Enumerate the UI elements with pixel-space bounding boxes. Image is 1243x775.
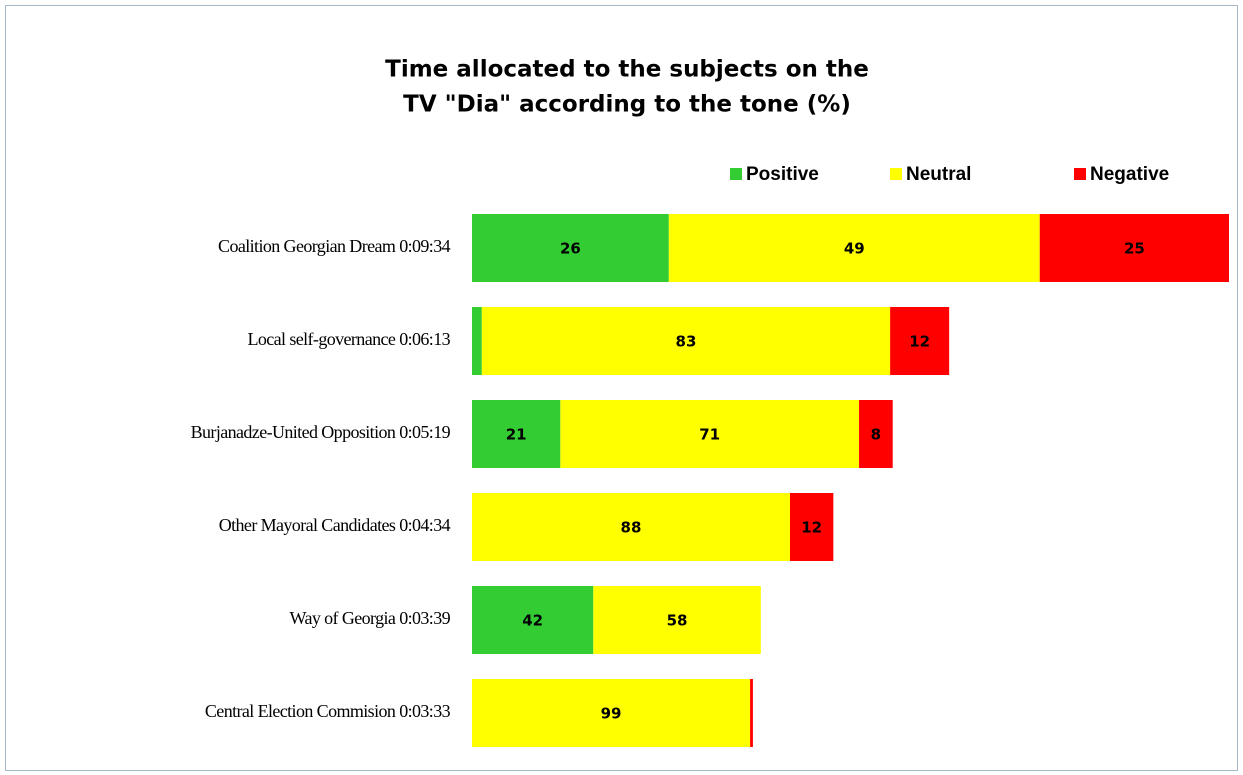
data-label: 71 [699, 426, 720, 444]
category-duration: 0:05:19 [399, 422, 450, 442]
bar-segment [668, 214, 1040, 282]
category-label: Way of Georgia 0:03:39 [290, 608, 451, 628]
legend-swatch [890, 168, 902, 180]
category-duration: 0:06:13 [399, 329, 450, 349]
category-label: Coalition Georgian Dream 0:09:34 [218, 236, 451, 256]
data-label: 49 [844, 240, 865, 258]
bar-segment [472, 679, 751, 747]
chart-title: Time allocated to the subjects on the [385, 57, 869, 83]
category-label: Burjanadze-United Opposition 0:05:19 [191, 422, 451, 442]
category-name: Burjanadze-United Opposition [191, 422, 396, 442]
data-label: 83 [676, 333, 697, 351]
category-name: Other Mayoral Candidates [219, 515, 396, 535]
legend-label: Positive [746, 164, 819, 185]
bar-segment [481, 307, 891, 375]
data-label: 26 [560, 240, 581, 258]
bar-segment [890, 307, 950, 375]
category-label: Central Election Commision 0:03:33 [205, 701, 451, 721]
legend-swatch [730, 168, 742, 180]
data-label: 8 [871, 426, 881, 444]
category-name: Local self-governance [247, 329, 395, 349]
bar-segment [859, 400, 893, 468]
data-label: 88 [621, 519, 642, 537]
bar-segment [750, 679, 753, 747]
bar-segment [472, 214, 669, 282]
category-label: Other Mayoral Candidates 0:04:34 [219, 515, 451, 535]
data-label: 21 [506, 426, 527, 444]
bar-segment [472, 493, 790, 561]
chart-border [5, 5, 1238, 771]
data-label: 99 [601, 705, 622, 723]
data-label: 12 [801, 519, 822, 537]
legend-label: Neutral [906, 164, 971, 185]
data-label: 42 [522, 612, 543, 630]
category-name: Way of Georgia [290, 608, 396, 628]
category-duration: 0:04:34 [399, 515, 450, 535]
category-name: Coalition Georgian Dream [218, 236, 396, 256]
bar-segment [1039, 214, 1229, 282]
bar-segment [560, 400, 860, 468]
chart-title: TV "Dia" according to the tone (%) [403, 92, 851, 118]
legend-swatch [1074, 168, 1086, 180]
category-name: Central Election Commision [205, 701, 396, 721]
bar-segment [593, 586, 761, 654]
bar-segment [472, 307, 482, 375]
bar-segment [472, 586, 594, 654]
data-label: 25 [1124, 240, 1145, 258]
category-duration: 0:09:34 [399, 236, 450, 256]
data-label: 12 [909, 333, 930, 351]
category-duration: 0:03:39 [399, 608, 450, 628]
category-duration: 0:03:33 [399, 701, 450, 721]
bar-segment [789, 493, 834, 561]
data-label: 58 [667, 612, 688, 630]
category-label: Local self-governance 0:06:13 [247, 329, 450, 349]
legend-label: Negative [1090, 164, 1169, 185]
bar-segment [472, 400, 561, 468]
